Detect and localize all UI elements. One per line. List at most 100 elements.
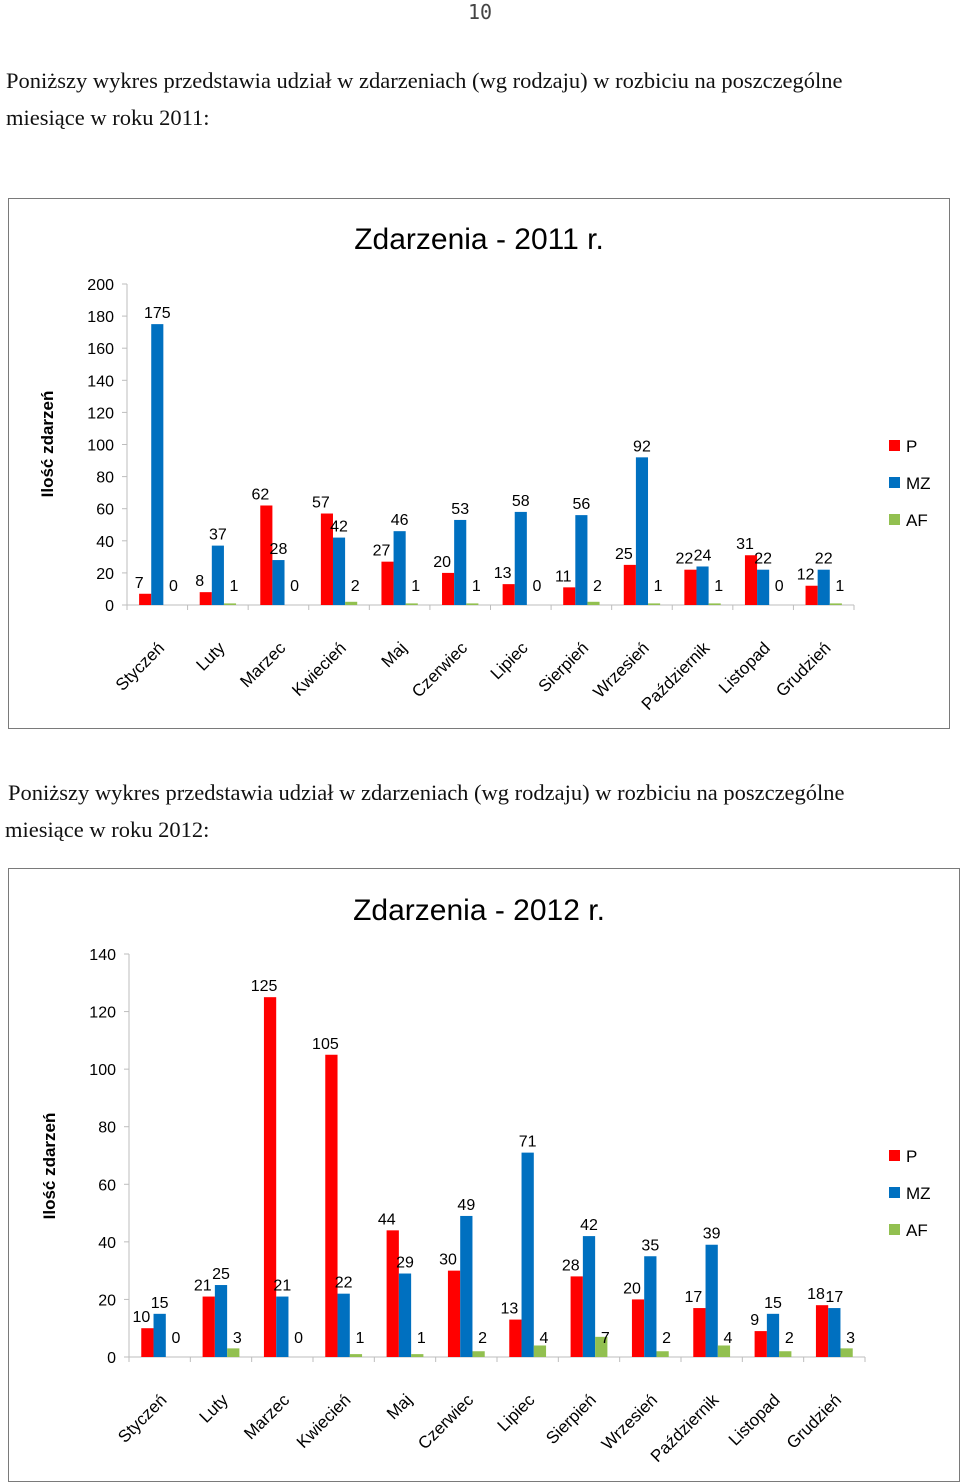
bar-af — [533, 1345, 547, 1357]
x-tick-label: Czerwiec — [408, 638, 471, 701]
bar-mz — [211, 545, 224, 605]
intro-paragraph-2011: Poniższy wykres przedstawia udział w zda… — [6, 62, 843, 136]
data-label: 2 — [785, 1330, 794, 1347]
y-tick-label: 0 — [105, 598, 114, 615]
data-label: 92 — [633, 438, 651, 455]
bar-mz — [696, 566, 709, 605]
data-label: 57 — [312, 495, 330, 512]
bar-p — [754, 1331, 767, 1357]
bar-mz — [635, 457, 649, 605]
y-tick-label: 20 — [98, 1292, 116, 1309]
data-label: 46 — [391, 512, 409, 529]
bar-mz — [817, 569, 830, 605]
chart-2012-svg: Zdarzenia - 2012 r.Ilość zdarzeń02040608… — [40, 894, 931, 1466]
data-label: 7 — [135, 575, 144, 592]
y-tick-label: 200 — [87, 277, 114, 294]
data-label: 2 — [351, 578, 360, 595]
x-tick-label: Czerwiec — [414, 1390, 477, 1453]
bar-p — [263, 997, 277, 1357]
legend-swatch — [889, 477, 900, 488]
x-tick-label: Luty — [196, 1390, 233, 1427]
data-label: 22 — [754, 551, 772, 568]
y-tick-label: 20 — [96, 566, 114, 583]
bar-p — [563, 587, 576, 605]
data-label: 1 — [230, 578, 239, 595]
bar-af — [717, 1345, 731, 1357]
legend-swatch — [889, 440, 900, 451]
data-label: 3 — [233, 1330, 242, 1347]
data-label: 28 — [270, 541, 288, 558]
bar-mz — [454, 519, 467, 605]
bar-af — [779, 1351, 792, 1357]
bar-mz — [575, 515, 588, 605]
bar-af — [227, 1348, 240, 1357]
y-tick-label: 160 — [87, 341, 114, 358]
bar-mz — [644, 1256, 657, 1357]
x-tick-label: Wrzesień — [589, 638, 652, 701]
y-tick-label: 60 — [96, 502, 114, 519]
bar-p — [442, 572, 455, 605]
bar-mz — [757, 569, 770, 605]
data-label: 17 — [685, 1289, 703, 1306]
x-tick-label: Styczeń — [112, 638, 168, 694]
y-tick-label: 0 — [107, 1350, 116, 1367]
bar-p — [202, 1296, 215, 1357]
data-label: 24 — [694, 547, 712, 564]
bar-p — [684, 569, 697, 605]
data-label: 22 — [676, 551, 694, 568]
bar-mz — [398, 1273, 412, 1357]
data-label: 8 — [195, 573, 204, 590]
y-axis-label: Ilość zdarzeń — [38, 391, 57, 498]
chart-title: Zdarzenia - 2011 r. — [354, 223, 604, 256]
bar-p — [320, 513, 333, 605]
y-tick-label: 140 — [89, 947, 116, 964]
data-label: 0 — [171, 1330, 180, 1347]
bar-p — [381, 561, 394, 605]
legend-label: AF — [906, 511, 928, 530]
bar-mz — [582, 1236, 596, 1357]
data-label: 21 — [273, 1278, 291, 1295]
bar-p — [631, 1299, 645, 1357]
chart-2011: Zdarzenia - 2011 r. Ilość zdarzeń 0 20 40 60 8… — [8, 198, 950, 729]
legend-swatch — [889, 514, 900, 525]
bar-mz — [151, 324, 164, 605]
y-tick-label: 40 — [98, 1235, 116, 1252]
bar-p — [744, 555, 758, 605]
bar-p — [260, 505, 273, 605]
data-label: 42 — [580, 1217, 598, 1234]
legend-label: P — [906, 1147, 917, 1166]
x-tick-label: Marzec — [236, 638, 289, 691]
y-tick-label: 100 — [89, 1062, 116, 1079]
data-label: 1 — [654, 578, 663, 595]
bar-af — [411, 1354, 424, 1357]
x-tick-label: Lipiec — [487, 638, 532, 683]
x-tick-label: Grudzień — [772, 638, 834, 700]
y-tick-label: 80 — [98, 1120, 116, 1137]
x-tick-label: Wrzesień — [598, 1390, 661, 1453]
data-label: 9 — [750, 1312, 759, 1329]
x-tick-label: Styczeń — [114, 1390, 170, 1446]
data-label: 12 — [797, 567, 815, 584]
y-tick-label: 120 — [87, 405, 114, 422]
bar-mz — [153, 1313, 166, 1357]
data-label: 15 — [764, 1295, 782, 1312]
bar-af — [829, 603, 842, 605]
bar-p — [139, 593, 152, 605]
x-tick-label: Luty — [193, 638, 230, 675]
x-tick-label: Sierpień — [542, 1390, 600, 1448]
bar-p — [805, 585, 818, 605]
bar-mz — [460, 1215, 473, 1357]
bar-p — [325, 1054, 338, 1357]
y-tick-label: 80 — [96, 470, 114, 487]
data-label: 11 — [555, 568, 572, 585]
data-label: 58 — [512, 493, 530, 510]
x-tick-label: Maj — [378, 638, 411, 671]
legend-label: MZ — [906, 474, 931, 493]
legend-label: MZ — [906, 1184, 931, 1203]
data-label: 1 — [835, 578, 844, 595]
data-label: 10 — [133, 1309, 151, 1326]
chart-2011-svg: Zdarzenia - 2011 r.Ilość zdarzeń02040608… — [38, 223, 931, 714]
data-label: 20 — [623, 1280, 641, 1297]
x-tick-label: Grudzień — [783, 1390, 845, 1452]
bar-af — [656, 1351, 669, 1357]
